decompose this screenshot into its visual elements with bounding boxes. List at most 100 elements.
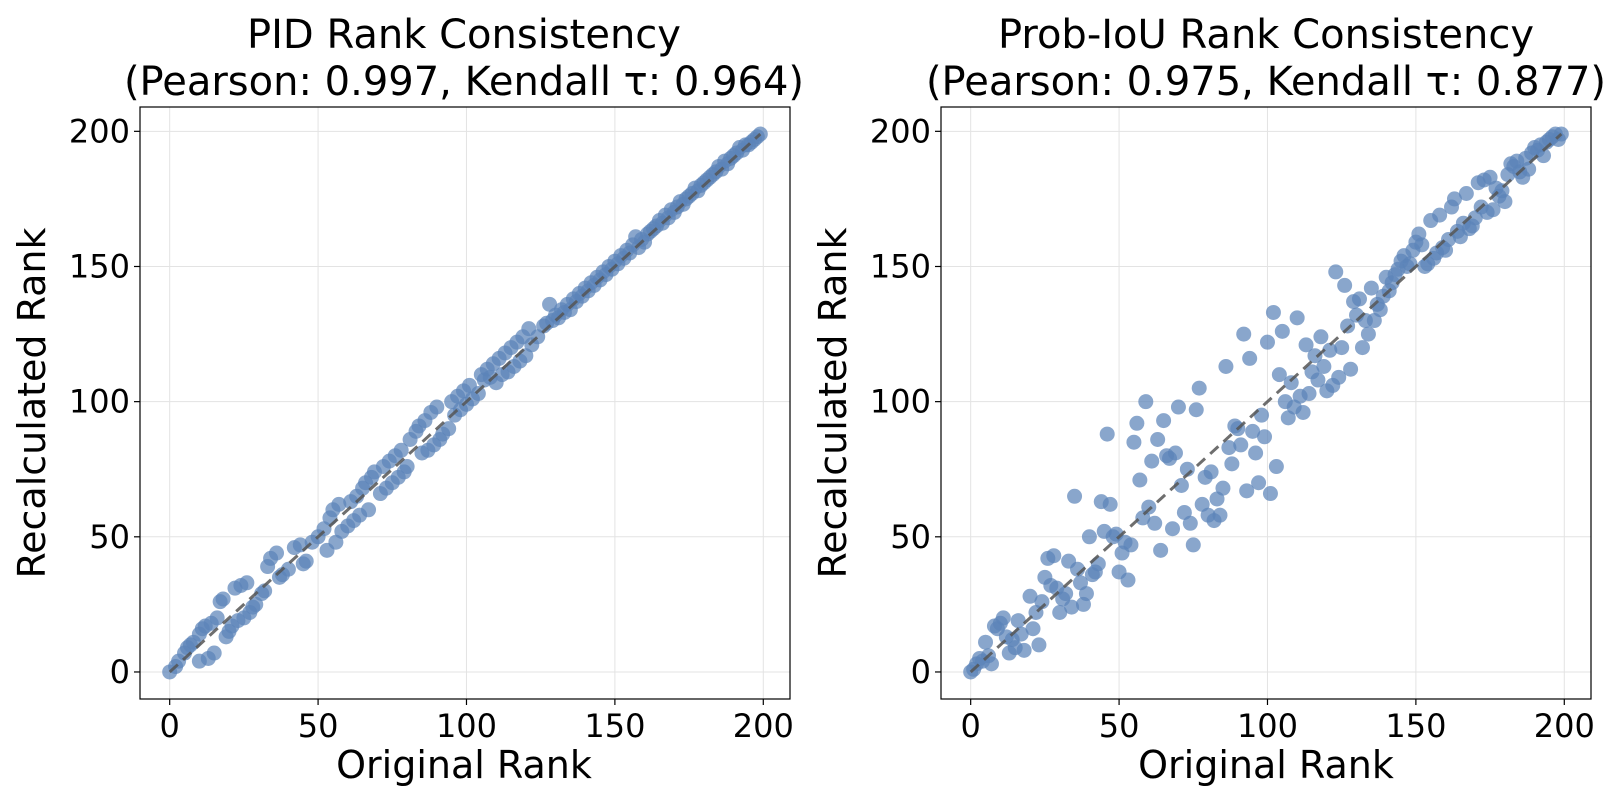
y-axis-label: Recalculated Rank [811,227,855,578]
data-point [1188,402,1204,418]
data-point [1354,340,1370,356]
data-point [1245,423,1261,439]
reference-line [168,132,762,674]
x-tick-label: 100 [1237,707,1298,745]
data-point [1360,326,1376,342]
x-tick-label: 50 [1099,707,1140,745]
data-point [257,583,273,599]
data-point [1025,621,1041,637]
x-tick-label: 200 [1534,707,1595,745]
data-point [1138,394,1154,410]
chart-title-line1: Prob-IoU Rank Consistency [998,12,1534,58]
data-point [331,496,347,512]
data-point [1144,453,1160,469]
chart-title-line2: (Pearson: 0.975, Kendall τ: 0.877) [926,59,1606,105]
x-axis-label: Original Rank [336,743,592,787]
data-point [298,553,314,569]
grid [941,107,1591,699]
data-point [1150,431,1166,447]
data-point [1271,367,1287,383]
y-ticks: 0 50 100 150 200 [870,112,941,691]
data-point [1343,361,1359,377]
data-point [1322,342,1338,358]
y-tick-label: 150 [69,247,130,285]
y-tick-label: 50 [890,518,931,556]
data-point [1078,586,1094,602]
points-layer [963,126,1569,680]
y-tick-label: 100 [69,383,130,421]
data-point [1328,264,1344,280]
data-point [269,545,285,561]
data-point [1242,350,1258,366]
data-point [429,399,445,415]
data-point [399,459,415,475]
x-ticks: 0 50 100 150 200 [160,699,794,745]
data-point [1248,445,1264,461]
data-point [209,610,225,626]
data-point [393,442,409,458]
x-tick-label: 50 [298,707,339,745]
data-point [1147,515,1163,531]
data-point [1215,480,1231,496]
data-point [1167,445,1183,461]
data-point [1203,464,1219,480]
data-point [1129,415,1145,431]
x-tick-label: 100 [436,707,497,745]
data-point [1446,191,1462,207]
x-tick-label: 0 [160,707,180,745]
data-point [978,634,994,650]
reference-line [969,132,1563,674]
data-point [1141,499,1157,515]
data-point [1233,437,1249,453]
data-point [1485,202,1501,218]
data-point [1064,599,1080,615]
data-point [1058,586,1074,602]
data-point [1126,434,1142,450]
y-tick-label: 200 [69,112,130,150]
data-point [995,610,1011,626]
data-point [1340,318,1356,334]
data-point [470,386,486,402]
chart-pid: PID Rank Consistency (Pearson: 0.997, Ke… [10,12,804,787]
data-point [1052,604,1068,620]
data-point [1153,542,1169,558]
data-point [1316,359,1332,375]
data-point [1259,334,1275,350]
y-tick-label: 0 [911,653,931,691]
data-point [1298,337,1314,353]
data-point [1165,521,1181,537]
y-tick-label: 150 [870,247,931,285]
plot-frame [940,106,1592,700]
data-point [1102,496,1118,512]
data-point [206,645,222,661]
data-point [1301,386,1317,402]
data-point [1185,537,1201,553]
data-point [1212,507,1228,523]
data-point [1536,148,1552,164]
data-point [1307,348,1323,364]
data-point [1458,186,1474,202]
x-tick-label: 0 [961,707,981,745]
data-point [280,561,296,577]
data-point [1257,429,1273,445]
data-point [1132,472,1148,488]
data-point [1173,477,1189,493]
y-tick-label: 50 [89,518,130,556]
data-point [1313,329,1329,345]
data-point [1182,515,1198,531]
y-axis-label: Recalculated Rank [10,227,54,578]
data-point [1334,340,1350,356]
data-point [1521,161,1537,177]
data-point [239,575,255,591]
data-point [1295,404,1311,420]
data-point [1363,280,1379,296]
plot-frame [139,106,791,700]
data-point [1351,291,1367,307]
data-point [1099,426,1115,442]
x-tick-label: 150 [584,707,645,745]
y-tick-label: 200 [870,112,931,150]
data-point [1016,642,1032,658]
data-point [1432,207,1448,223]
data-point [1224,456,1240,472]
